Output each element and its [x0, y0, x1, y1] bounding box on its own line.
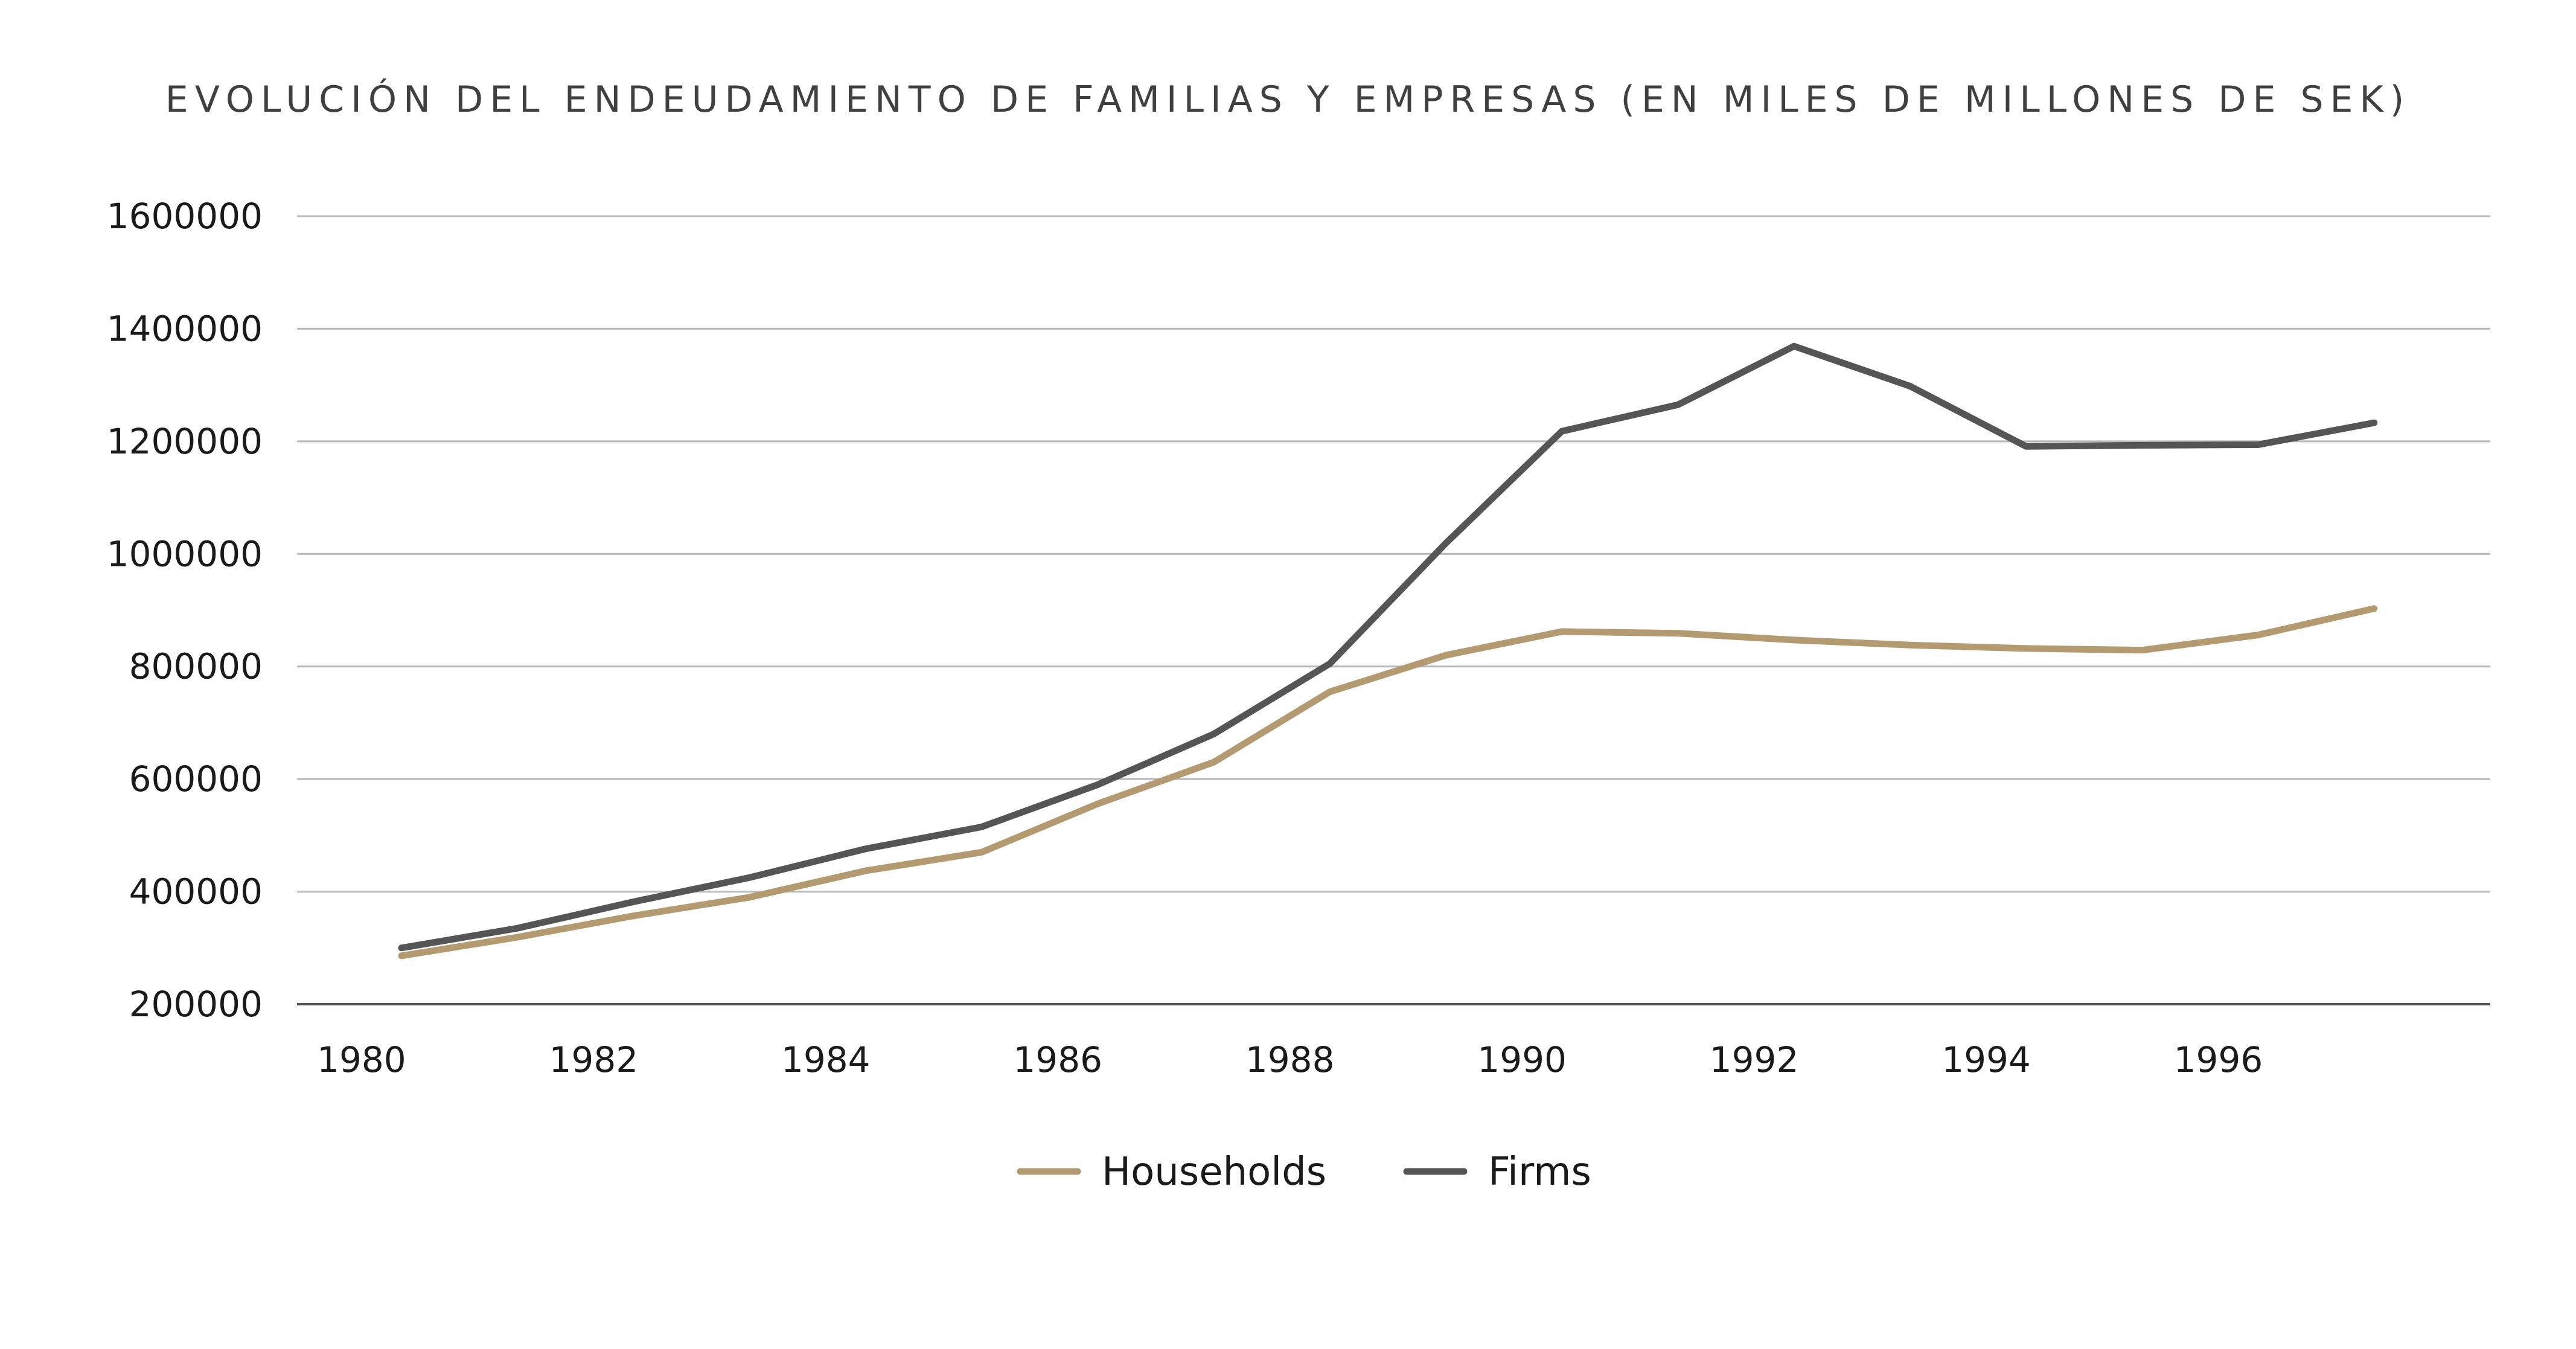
x-tick-label: 1980 [317, 1039, 406, 1080]
x-axis: 1980 1982 1984 1986 1988 1990 1992 1994 1996 [317, 1039, 2263, 1080]
y-tick-label: 800000 [129, 646, 263, 687]
x-tick-label: 1986 [1013, 1039, 1102, 1080]
legend-item-households: Households [1017, 1150, 1326, 1194]
legend: Households Firms [1017, 1150, 1591, 1194]
y-tick-label: 1000000 [107, 533, 263, 574]
y-axis: 1600000 1400000 1200000 1000000 800000 600000… [107, 196, 263, 1025]
chart-title: EVOLUCIÓN DEL ENDEUDAMIENTO DE FAMILIAS … [165, 79, 2411, 121]
x-tick-label: 1984 [781, 1039, 871, 1080]
x-tick-label: 1996 [2174, 1039, 2263, 1080]
y-tick-label: 1200000 [107, 421, 263, 462]
y-tick-label: 200000 [129, 984, 263, 1025]
y-tick-label: 1400000 [107, 308, 263, 349]
x-tick-label: 1994 [1942, 1039, 2031, 1080]
x-tick-label: 1982 [549, 1039, 639, 1080]
series-line-households [398, 605, 2378, 960]
legend-item-firms: Firms [1403, 1150, 1591, 1194]
series-line-firms [398, 342, 2378, 952]
y-tick-label: 400000 [129, 871, 263, 912]
gridlines [297, 215, 2490, 1005]
x-tick-label: 1992 [1710, 1039, 1799, 1080]
x-tick-label: 1990 [1477, 1039, 1567, 1080]
y-tick-label: 600000 [129, 758, 263, 799]
legend-label: Households [1102, 1150, 1326, 1194]
legend-label: Firms [1488, 1150, 1591, 1194]
series-lines [398, 342, 2378, 960]
y-tick-label: 1600000 [107, 196, 263, 237]
x-tick-label: 1988 [1245, 1039, 1335, 1080]
